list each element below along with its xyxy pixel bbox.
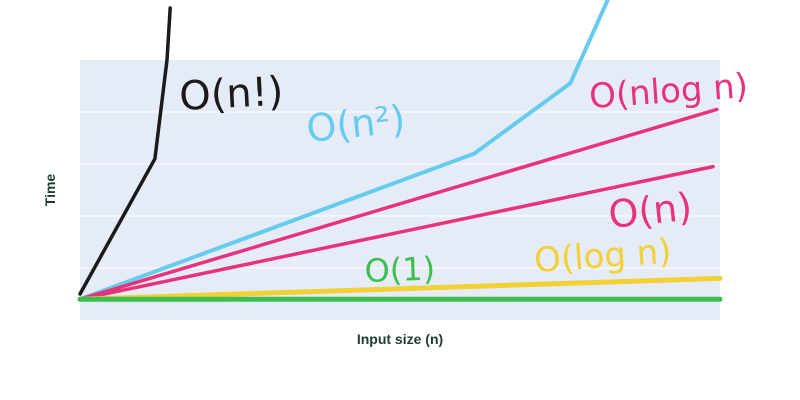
series-line-o-n bbox=[78, 0, 610, 302]
x-axis-title: Input size (n) bbox=[357, 331, 443, 347]
curve-label-o-1: O(1) bbox=[364, 250, 436, 290]
curve-label-o-n: O(n²) bbox=[304, 97, 407, 151]
series-line-o-n bbox=[78, 164, 715, 301]
series-line-o-log-n bbox=[77, 275, 723, 302]
curve-label-o-n: O(n) bbox=[606, 184, 694, 237]
series-line-o-nlog-n bbox=[78, 107, 719, 301]
curve-label-o-n: O(n!) bbox=[178, 69, 284, 120]
y-axis-title: Time bbox=[42, 174, 58, 207]
series-layer bbox=[77, 0, 723, 302]
curve-label-o-log-n: O(log n) bbox=[533, 231, 673, 280]
series-line-o-n bbox=[78, 6, 172, 296]
